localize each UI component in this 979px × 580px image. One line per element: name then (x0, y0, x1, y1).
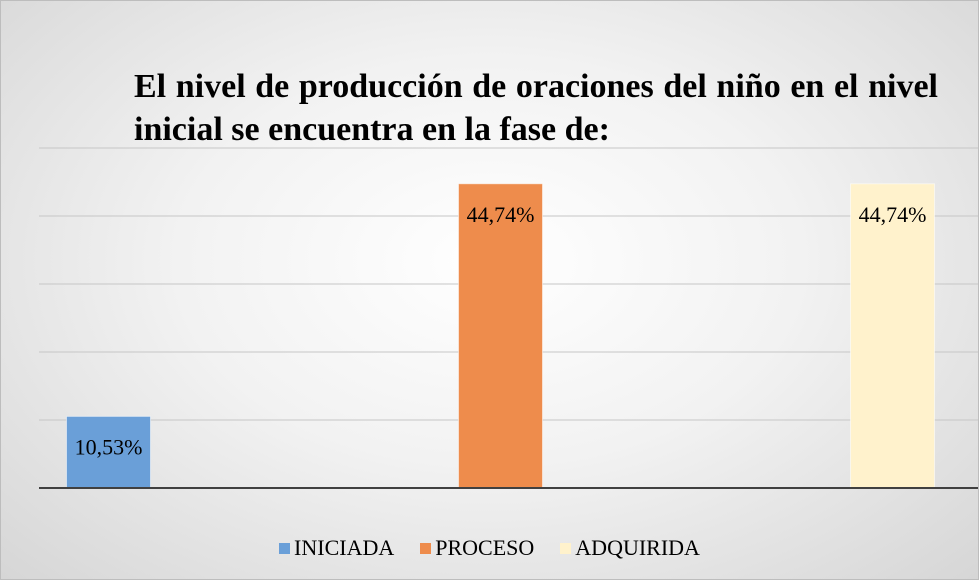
legend-item: ADQUIRIDA (560, 535, 700, 561)
data-label: 44,74% (859, 202, 927, 227)
legend-swatch (420, 542, 432, 554)
legend: INICIADA PROCESO ADQUIRIDA (1, 535, 978, 561)
legend-label: ADQUIRIDA (575, 535, 700, 560)
legend-label: INICIADA (294, 535, 395, 560)
legend-swatch (279, 542, 291, 554)
legend-swatch (560, 542, 572, 554)
bar (850, 183, 935, 489)
chart-title: El nivel de producción de oraciones del … (134, 68, 938, 148)
bar (458, 183, 543, 489)
legend-item: PROCESO (420, 535, 534, 561)
data-label: 44,74% (467, 202, 535, 227)
legend-label: PROCESO (435, 535, 535, 560)
legend-item: INICIADA (279, 535, 394, 561)
data-label: 10,53% (75, 434, 143, 459)
